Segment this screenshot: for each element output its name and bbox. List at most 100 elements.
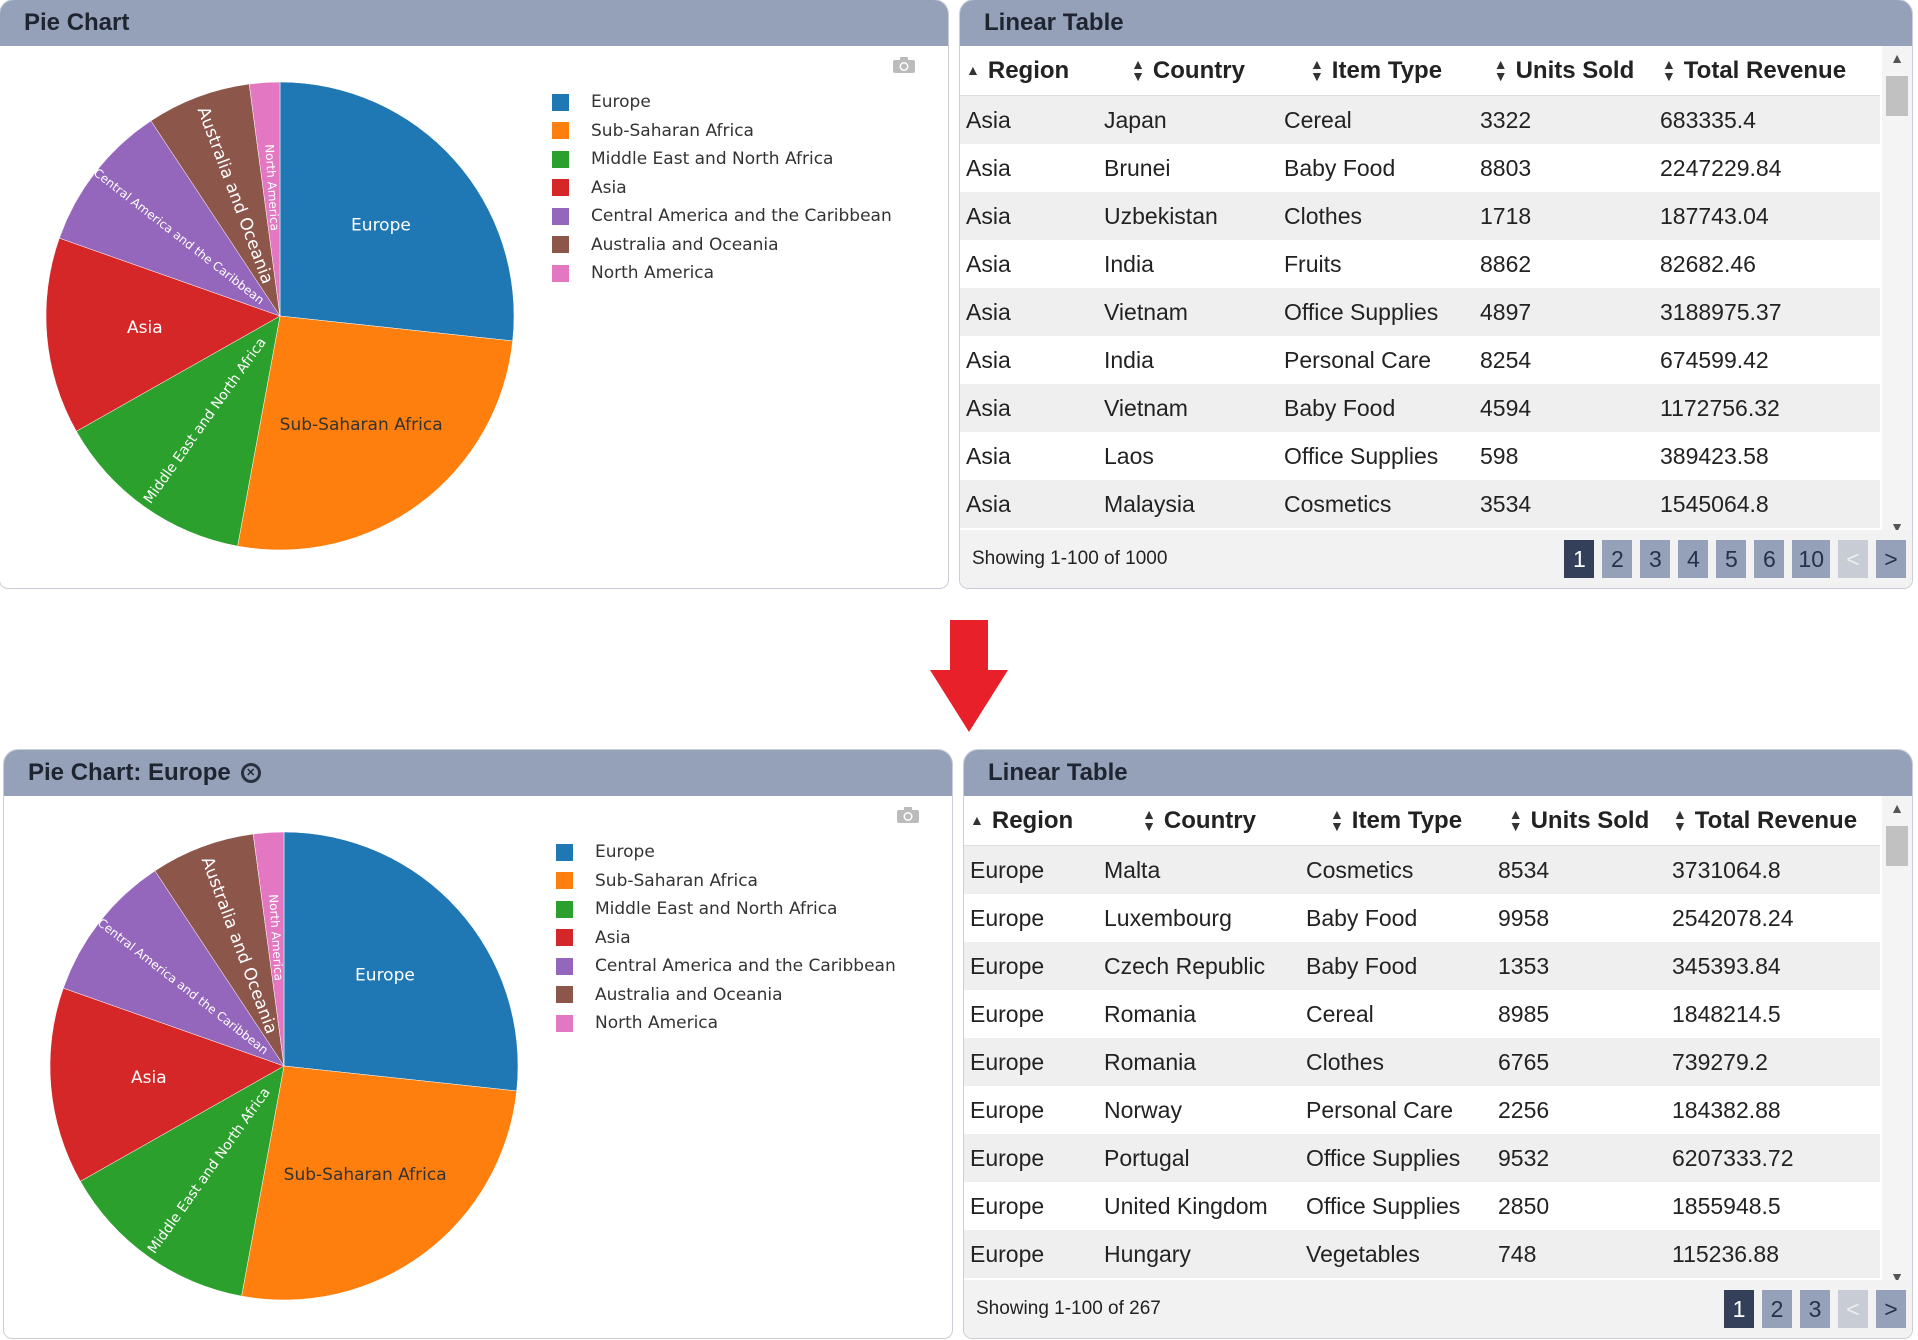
legend-item-europe[interactable]: Europe	[552, 88, 892, 117]
table-row[interactable]: Asia Brunei Baby Food 8803 2247229.84	[960, 144, 1880, 192]
page-button-2[interactable]: 2	[1762, 1290, 1792, 1328]
sort-icon[interactable]: ▲ ▼	[1309, 56, 1324, 84]
sort-icon[interactable]: ▲ ▼	[1661, 56, 1676, 84]
pie-slice-sub-saharan-africa[interactable]	[241, 1065, 517, 1301]
page-button-1[interactable]: 1	[1564, 540, 1595, 578]
legend-item-middle-east-and-north-africa[interactable]: Middle East and North Africa	[556, 895, 896, 924]
camera-icon[interactable]	[892, 56, 916, 74]
legend-item-north-america[interactable]: North America	[556, 1009, 896, 1038]
camera-icon[interactable]	[896, 806, 920, 824]
page-button-1[interactable]: 1	[1724, 1290, 1754, 1328]
scroll-up-icon[interactable]: ▲	[1890, 800, 1904, 816]
sort-icon[interactable]: ▲ ▼	[1672, 806, 1687, 834]
page-button-3[interactable]: 3	[1800, 1290, 1830, 1328]
legend-item-australia-and-oceania[interactable]: Australia and Oceania	[552, 231, 892, 260]
legend-item-sub-saharan-africa[interactable]: Sub-Saharan Africa	[552, 117, 892, 146]
scroll-up-icon[interactable]: ▲	[1890, 50, 1904, 66]
table-row[interactable]: Asia India Personal Care 8254 674599.42	[960, 336, 1880, 384]
pie-slice-central-america-and-the-caribbean[interactable]	[63, 870, 285, 1067]
sort-icon[interactable]: ▲ ▼	[1508, 806, 1523, 834]
column-header-region[interactable]: ▲ Region	[960, 57, 1098, 85]
sort-icon[interactable]: ▲ ▼	[1142, 806, 1156, 834]
pie-slice-middle-east-and-north-africa[interactable]	[80, 1065, 285, 1297]
table-row[interactable]: Europe Malta Cosmetics 8534 3731064.8	[964, 846, 1880, 894]
table-row[interactable]: Asia Laos Office Supplies 598 389423.58	[960, 432, 1880, 480]
scroll-thumb[interactable]	[1886, 76, 1908, 116]
table-row[interactable]: Europe Luxembourg Baby Food 9958 2542078.24	[964, 894, 1880, 942]
legend-item-north-america[interactable]: North America	[552, 259, 892, 288]
column-header-units-sold[interactable]: ▲ ▼ Units Sold	[1474, 57, 1654, 85]
cell-item-type: Baby Food	[1284, 154, 1396, 181]
table-row[interactable]: Europe United Kingdom Office Supplies 2850 1…	[964, 1182, 1880, 1230]
table-row[interactable]: Europe Romania Cereal 8985 1848214.5	[964, 990, 1880, 1038]
pie-slice-north-america[interactable]	[248, 81, 281, 317]
next-page-button[interactable]: >	[1876, 540, 1906, 578]
legend-item-asia[interactable]: Asia	[556, 924, 896, 953]
table-row[interactable]: Europe Czech Republic Baby Food 1353 345393.…	[964, 942, 1880, 990]
table-row[interactable]: Europe Romania Clothes 6765 739279.2	[964, 1038, 1880, 1086]
cell-total-revenue: 3188975.37	[1660, 298, 1782, 325]
pie-slice-sub-saharan-africa[interactable]	[237, 315, 513, 551]
table-row[interactable]: Asia Vietnam Baby Food 4594 1172756.32	[960, 384, 1880, 432]
next-page-button[interactable]: >	[1876, 1290, 1906, 1328]
page-button-4[interactable]: 4	[1678, 540, 1709, 578]
prev-page-button[interactable]: <	[1838, 540, 1868, 578]
pie-slice-australia-and-oceania[interactable]	[150, 83, 281, 317]
sort-icon[interactable]: ▲ ▼	[1329, 806, 1344, 834]
pie-slice-australia-and-oceania[interactable]	[154, 833, 285, 1067]
column-header-item-type[interactable]: ▲ ▼ Item Type	[1300, 807, 1492, 835]
sort-asc-icon[interactable]: ▲	[970, 811, 984, 828]
table-row[interactable]: Asia Vietnam Office Supplies 4897 3188975.37	[960, 288, 1880, 336]
pie-slice-central-america-and-the-caribbean[interactable]	[59, 120, 281, 317]
column-header-item-type[interactable]: ▲ ▼ Item Type	[1278, 57, 1474, 85]
cell-item-type: Vegetables	[1306, 1240, 1420, 1267]
legend-swatch	[556, 929, 573, 947]
pie-slice-europe[interactable]	[283, 831, 519, 1092]
bottom-table-scrollbar[interactable]: ▲ ▼	[1882, 796, 1912, 1289]
scroll-thumb[interactable]	[1886, 826, 1908, 866]
table-row[interactable]: Europe Portugal Office Supplies 9532 6207333…	[964, 1134, 1880, 1182]
table-row[interactable]: Asia Malaysia Cosmetics 3534 1545064.8	[960, 480, 1880, 528]
legend-item-sub-saharan-africa[interactable]: Sub-Saharan Africa	[556, 867, 896, 896]
legend-item-middle-east-and-north-africa[interactable]: Middle East and North Africa	[552, 145, 892, 174]
legend-item-australia-and-oceania[interactable]: Australia and Oceania	[556, 981, 896, 1010]
pie-slice-europe[interactable]	[279, 81, 515, 342]
pie-slice-asia[interactable]	[45, 237, 281, 432]
column-header-country[interactable]: ▲ ▼ Country	[1098, 807, 1300, 835]
legend-label: Asia	[591, 177, 627, 198]
legend-item-central-america-and-the-caribbean[interactable]: Central America and the Caribbean	[552, 202, 892, 231]
legend-item-europe[interactable]: Europe	[556, 838, 896, 867]
table-row[interactable]: Europe Norway Personal Care 2256 184382.88	[964, 1086, 1880, 1134]
sort-icon[interactable]: ▲ ▼	[1493, 56, 1508, 84]
page-button-3[interactable]: 3	[1640, 540, 1671, 578]
prev-page-button[interactable]: <	[1838, 1290, 1868, 1328]
sort-asc-icon[interactable]: ▲	[966, 61, 980, 78]
column-header-country[interactable]: ▲ ▼ Country	[1098, 57, 1278, 85]
column-header-total-revenue[interactable]: ▲ ▼ Total Revenue	[1666, 807, 1864, 835]
sort-icon[interactable]: ▲ ▼	[1131, 56, 1145, 84]
pie-slice-asia[interactable]	[49, 987, 285, 1182]
pie-slice-middle-east-and-north-africa[interactable]	[76, 315, 281, 547]
page-button-10[interactable]: 10	[1792, 540, 1830, 578]
legend-swatch	[552, 93, 569, 111]
table-row[interactable]: Europe Hungary Vegetables 748 115236.88	[964, 1230, 1880, 1278]
legend-item-central-america-and-the-caribbean[interactable]: Central America and the Caribbean	[556, 952, 896, 981]
column-header-region[interactable]: ▲ Region	[964, 807, 1098, 835]
page-button-5[interactable]: 5	[1716, 540, 1747, 578]
top-table-column-headers: ▲ Region ▲ ▼ Country ▲ ▼ Item Type ▲ ▼ Units Sold ▲…	[960, 46, 1880, 96]
column-header-total-revenue[interactable]: ▲ ▼ Total Revenue	[1654, 57, 1854, 85]
page-button-2[interactable]: 2	[1602, 540, 1633, 578]
cell-item-type: Clothes	[1284, 202, 1362, 229]
table-row[interactable]: Asia Japan Cereal 3322 683335.4	[960, 96, 1880, 144]
table-row[interactable]: Asia Uzbekistan Clothes 1718 187743.04	[960, 192, 1880, 240]
column-header-units-sold[interactable]: ▲ ▼ Units Sold	[1492, 807, 1666, 835]
legend-item-asia[interactable]: Asia	[552, 174, 892, 203]
table-row[interactable]: Asia India Fruits 8862 82682.46	[960, 240, 1880, 288]
clear-filter-icon[interactable]: ✕	[240, 763, 261, 783]
page-button-6[interactable]: 6	[1754, 540, 1785, 578]
pie-slice-north-america[interactable]	[252, 831, 285, 1067]
legend-swatch	[556, 872, 573, 890]
top-table-scrollbar[interactable]: ▲ ▼	[1882, 46, 1912, 539]
